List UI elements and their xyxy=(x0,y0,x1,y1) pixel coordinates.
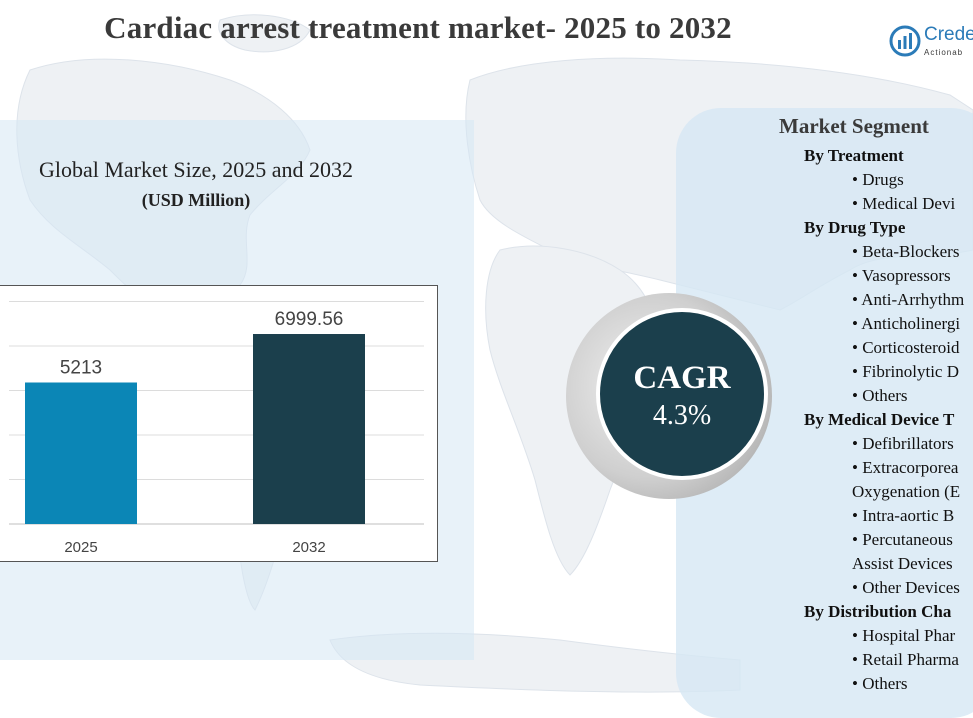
segment-item: • Defibrillators xyxy=(852,434,954,453)
segment-item: • Percutaneous xyxy=(852,530,953,549)
chart-subtitle: (USD Million) xyxy=(141,190,251,210)
segment-heading: By Medical Device T xyxy=(804,410,955,429)
segment-item: • Beta-Blockers xyxy=(852,242,960,261)
segment-item: Oxygenation (E xyxy=(852,482,961,501)
segment-item: Assist Devices xyxy=(852,554,953,573)
segment-heading: By Drug Type xyxy=(804,218,906,237)
logo-text: Crede xyxy=(924,24,973,45)
cagr-badge xyxy=(596,308,768,480)
page-title: Cardiac arrest treatment market- 2025 to… xyxy=(104,10,732,45)
segment-item: • Other Devices xyxy=(852,578,960,597)
chart-title: Global Market Size, 2025 and 2032 xyxy=(38,157,354,182)
segment-item: • Anticholinergi xyxy=(852,314,961,333)
bar-2032 xyxy=(253,334,365,524)
segment-item: • Others xyxy=(852,674,908,693)
cagr-value: 4.3% xyxy=(652,400,712,431)
segment-heading: By Distribution Cha xyxy=(804,602,952,621)
x-tick-label-2025: 2025 xyxy=(64,539,97,556)
segment-item: • Retail Pharma xyxy=(852,650,959,669)
segment-item: • Corticosteroid xyxy=(852,338,960,357)
bar-chart-frame: 5213 2025 6999.56 2032 xyxy=(0,285,438,562)
segment-item: • Others xyxy=(852,386,908,405)
bar-2025 xyxy=(25,382,137,524)
segment-item: • Anti-Arrhythm xyxy=(852,290,965,309)
bar-chart-logo-icon xyxy=(889,25,921,57)
x-tick-label-2032: 2032 xyxy=(292,539,325,556)
segment-item: • Intra-aortic B xyxy=(852,506,955,525)
data-label-2032: 6999.56 xyxy=(275,309,344,330)
bar-chart: 5213 2025 6999.56 2032 xyxy=(9,301,424,556)
segment-item: • Drugs xyxy=(852,170,904,189)
segment-item: • Vasopressors xyxy=(852,266,951,285)
cagr-label: CAGR xyxy=(633,360,731,396)
logo-tagline: Actionab xyxy=(924,48,964,57)
segment-item: • Hospital Phar xyxy=(852,626,956,645)
segment-item: • Medical Devi xyxy=(852,194,956,213)
market-segment-title: Market Segment xyxy=(779,114,929,138)
data-label-2025: 5213 xyxy=(60,358,102,379)
segment-item: • Fibrinolytic D xyxy=(852,362,960,381)
segment-item: • Extracorporea xyxy=(852,458,959,477)
brand-logo: Crede Actionab xyxy=(886,22,973,62)
segment-heading: By Treatment xyxy=(804,146,904,165)
